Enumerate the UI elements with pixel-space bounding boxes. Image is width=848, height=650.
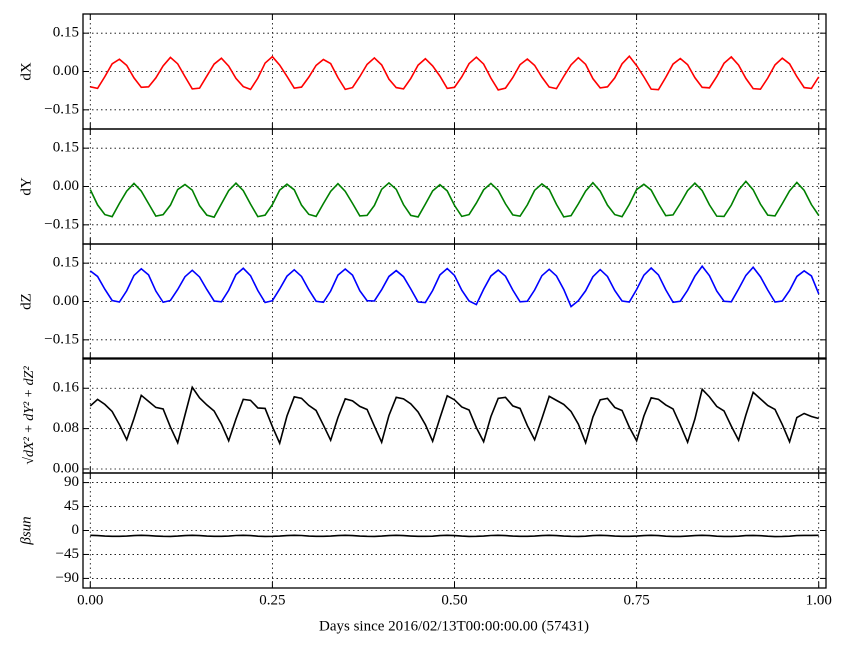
y-tick-label: 0.15 [53, 140, 79, 156]
data-line [89, 264, 820, 308]
y-tick-label: −0.15 [44, 101, 79, 117]
panel-frame [82, 243, 827, 360]
y-axis-label: dZ [18, 293, 34, 310]
y-axis-label: dY [18, 177, 34, 196]
x-tick-label: 0.75 [623, 592, 649, 608]
y-tick-label: 90 [64, 474, 79, 490]
y-tick-label: 0.15 [53, 255, 79, 271]
y-tick-label: 0.08 [53, 420, 79, 436]
y-axis-label: βsun [18, 516, 34, 545]
y-axis-label: dX [18, 62, 34, 81]
panel-frame [82, 13, 827, 130]
y-tick-label: 0 [72, 522, 80, 538]
y-tick-label: 0.00 [53, 63, 79, 79]
y-axis-label: √dX² + dY² + dZ² [22, 366, 37, 465]
data-line [89, 385, 819, 446]
y-tick-label: 0.15 [53, 25, 79, 41]
y-tick-label: 0.00 [53, 460, 79, 476]
x-tick-label: 0.25 [259, 592, 285, 608]
data-line [90, 54, 820, 91]
x-tick-label: 0.00 [77, 592, 103, 608]
y-tick-label: −0.15 [44, 216, 79, 232]
y-tick-label: 45 [64, 498, 79, 514]
y-tick-label: 0.00 [53, 178, 79, 194]
x-tick-label: 0.50 [441, 592, 467, 608]
x-tick-label: 1.00 [806, 592, 832, 608]
y-tick-label: −0.15 [44, 331, 79, 347]
data-line [89, 180, 820, 219]
data-line [90, 534, 819, 538]
x-axis-label: Days since 2016/02/13T00:00:00.00 (57431… [319, 618, 589, 634]
y-tick-label: −90 [56, 570, 79, 586]
y-tick-label: 0.16 [53, 380, 80, 396]
y-tick-label: −45 [56, 546, 79, 562]
y-tick-label: 0.00 [53, 293, 79, 309]
panel-frame [82, 472, 827, 589]
panel-frame [82, 357, 827, 474]
panel-frame [82, 128, 827, 245]
